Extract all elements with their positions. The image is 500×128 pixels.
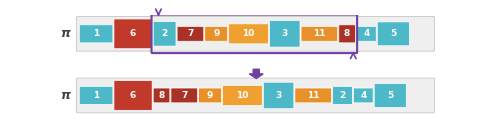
Text: 4: 4 [363,29,370,38]
FancyArrow shape [250,69,263,78]
Text: 11: 11 [313,29,326,38]
Text: π: π [60,27,70,40]
Text: 3: 3 [276,91,281,100]
Text: 2: 2 [162,29,168,38]
FancyBboxPatch shape [114,81,152,110]
FancyBboxPatch shape [222,86,262,105]
Text: 6: 6 [130,91,136,100]
FancyBboxPatch shape [270,21,300,47]
FancyBboxPatch shape [378,22,410,46]
FancyBboxPatch shape [228,24,268,44]
FancyBboxPatch shape [295,88,332,103]
Text: 8: 8 [158,91,164,100]
Text: 5: 5 [387,91,394,100]
FancyBboxPatch shape [339,25,355,43]
FancyBboxPatch shape [114,19,152,49]
Text: π: π [60,89,70,102]
Text: 10: 10 [236,91,248,100]
FancyBboxPatch shape [153,88,170,103]
Text: 4: 4 [360,91,366,100]
Text: 1: 1 [93,91,99,100]
Text: 10: 10 [242,29,254,38]
Text: 6: 6 [130,29,136,38]
Text: 2: 2 [340,91,345,100]
Text: 9: 9 [213,29,220,38]
FancyBboxPatch shape [264,82,294,109]
FancyBboxPatch shape [76,17,434,51]
Text: 9: 9 [207,91,213,100]
Text: 7: 7 [181,91,188,100]
FancyBboxPatch shape [80,25,113,43]
FancyBboxPatch shape [356,26,376,41]
FancyBboxPatch shape [198,88,222,103]
FancyBboxPatch shape [76,78,434,113]
FancyBboxPatch shape [374,83,406,107]
Text: 1: 1 [93,29,99,38]
FancyBboxPatch shape [153,22,176,46]
FancyBboxPatch shape [301,26,338,41]
FancyBboxPatch shape [177,26,204,41]
Text: 7: 7 [187,29,194,38]
FancyBboxPatch shape [171,88,198,103]
Text: 11: 11 [307,91,320,100]
FancyBboxPatch shape [354,88,373,103]
FancyBboxPatch shape [205,26,228,41]
Text: 5: 5 [390,29,396,38]
FancyBboxPatch shape [80,86,113,104]
FancyBboxPatch shape [332,86,352,104]
Text: 3: 3 [282,29,288,38]
Text: 8: 8 [344,29,350,38]
